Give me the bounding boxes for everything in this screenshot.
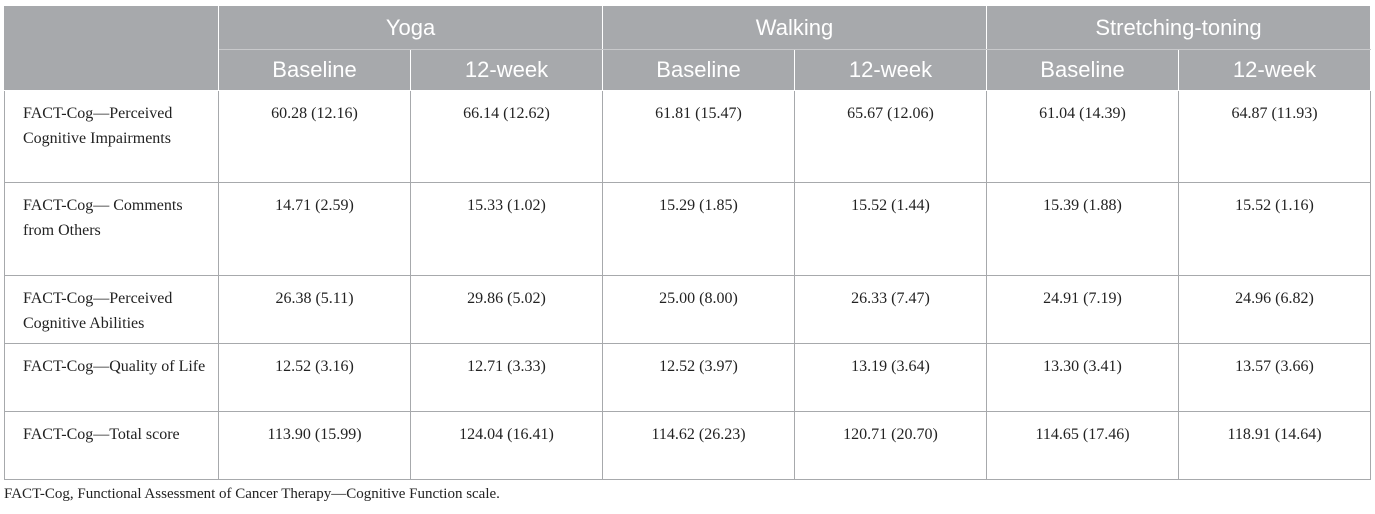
cell-value: 12.71 (3.33) — [410, 343, 603, 412]
table-row: FACT-Cog—Perceived Cognitive Impairments… — [4, 90, 1372, 183]
cell-value: 15.39 (1.88) — [986, 182, 1179, 276]
cell-value: 15.52 (1.44) — [794, 182, 987, 276]
cell-value: 124.04 (16.41) — [410, 411, 603, 480]
subheader-yoga-12-week: 12-week — [410, 49, 603, 91]
subheader-walking-baseline: Baseline — [602, 49, 795, 91]
group-header-row: Yoga Walking Stretching-toning — [4, 5, 1372, 91]
fact-cog-table: Yoga Walking Stretching-toning Baseline … — [4, 5, 1372, 480]
table-row: FACT-Cog—Perceived Cognitive Abilities 2… — [4, 275, 1372, 344]
cell-value: 66.14 (12.62) — [410, 90, 603, 183]
cell-value: 120.71 (20.70) — [794, 411, 987, 480]
data-table-container: Yoga Walking Stretching-toning Baseline … — [4, 5, 1372, 480]
cell-value: 12.52 (3.16) — [218, 343, 411, 412]
subheader-stretching-12-week: 12-week — [1177, 49, 1372, 91]
cell-value: 24.96 (6.82) — [1177, 275, 1372, 344]
row-label: FACT-Cog—Total score — [4, 411, 219, 480]
row-label: FACT-Cog—Perceived Cognitive Impairments — [4, 90, 219, 183]
cell-value: 64.87 (11.93) — [1177, 90, 1372, 183]
cell-value: 25.00 (8.00) — [602, 275, 795, 344]
cell-value: 26.38 (5.11) — [218, 275, 411, 344]
cell-value: 26.33 (7.47) — [794, 275, 987, 344]
cell-value: 14.71 (2.59) — [218, 182, 411, 276]
cell-value: 13.57 (3.66) — [1177, 343, 1372, 412]
cell-value: 61.04 (14.39) — [986, 90, 1179, 183]
cell-value: 65.67 (12.06) — [794, 90, 987, 183]
cell-value: 61.81 (15.47) — [602, 90, 795, 183]
table-row: FACT-Cog—Total score 113.90 (15.99) 124.… — [4, 411, 1372, 480]
subheader-row: Baseline 12-week Baseline 12-week Baseli… — [5, 49, 1372, 91]
cell-value: 114.65 (17.46) — [986, 411, 1179, 480]
table-row: FACT-Cog— Comments from Others 14.71 (2.… — [4, 182, 1372, 276]
subheader-yoga-baseline: Baseline — [218, 49, 411, 91]
cell-value: 15.33 (1.02) — [410, 182, 603, 276]
group-header-walking: Walking — [602, 5, 987, 50]
cell-value: 15.52 (1.16) — [1177, 182, 1372, 276]
cell-value: 60.28 (12.16) — [218, 90, 411, 183]
table-footnote: FACT-Cog, Functional Assessment of Cance… — [4, 486, 500, 502]
stub-header — [4, 5, 219, 91]
cell-value: 13.19 (3.64) — [794, 343, 987, 412]
subheader-stretching-baseline: Baseline — [986, 49, 1179, 91]
row-label: FACT-Cog— Comments from Others — [4, 182, 219, 276]
group-header-yoga: Yoga — [218, 5, 603, 50]
subheader-walking-12-week: 12-week — [794, 49, 987, 91]
cell-value: 24.91 (7.19) — [986, 275, 1179, 344]
cell-value: 113.90 (15.99) — [218, 411, 411, 480]
cell-value: 15.29 (1.85) — [602, 182, 795, 276]
cell-value: 114.62 (26.23) — [602, 411, 795, 480]
group-header-stretching-toning: Stretching-toning — [985, 5, 1372, 50]
cell-value: 118.91 (14.64) — [1177, 411, 1372, 480]
cell-value: 12.52 (3.97) — [602, 343, 795, 412]
row-label: FACT-Cog—Perceived Cognitive Abilities — [4, 275, 219, 344]
table-row: FACT-Cog—Quality of Life 12.52 (3.16) 12… — [4, 343, 1372, 412]
row-label: FACT-Cog—Quality of Life — [4, 343, 219, 412]
cell-value: 13.30 (3.41) — [986, 343, 1179, 412]
cell-value: 29.86 (5.02) — [410, 275, 603, 344]
